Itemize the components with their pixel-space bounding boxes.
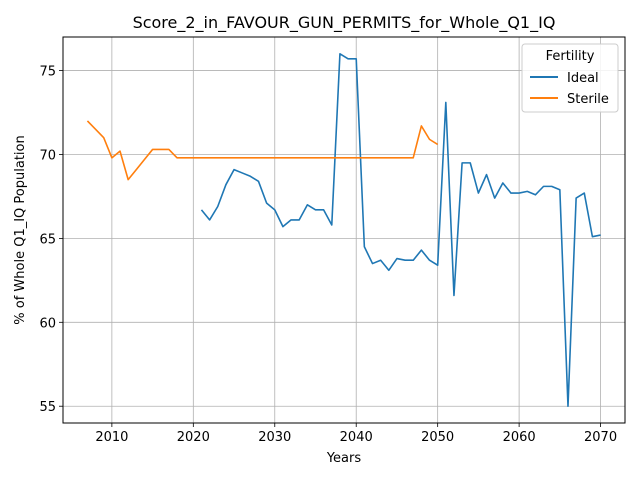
y-tick-label: 55 xyxy=(39,400,56,415)
series-line-sterile xyxy=(86,120,439,181)
legend-label-ideal: Ideal xyxy=(567,71,599,86)
legend: Fertility Ideal Sterile xyxy=(521,43,619,113)
x-tick-label: 2070 xyxy=(584,430,617,445)
y-tick-label: 75 xyxy=(39,65,56,80)
axis-ticks: 2010 2020 2030 2040 2050 2060 2070 55 60 65 70 75 xyxy=(39,65,617,445)
y-axis-label: % of Whole Q1_IQ Population xyxy=(13,135,28,324)
x-tick-label: 2060 xyxy=(503,430,536,445)
series-lines xyxy=(86,52,601,408)
x-tick-label: 2050 xyxy=(421,430,454,445)
series-line-ideal xyxy=(200,52,601,408)
y-tick-label: 70 xyxy=(39,148,56,163)
legend-box xyxy=(521,43,619,113)
legend-title: Fertility xyxy=(546,49,595,64)
grid-lines xyxy=(63,37,625,423)
plot-frame xyxy=(62,36,626,424)
y-tick-label: 60 xyxy=(39,316,56,331)
x-tick-label: 2030 xyxy=(258,430,291,445)
y-tick-label: 65 xyxy=(39,232,56,247)
x-tick-label: 2020 xyxy=(177,430,210,445)
x-axis-label: Years xyxy=(326,451,362,466)
legend-label-sterile: Sterile xyxy=(567,92,609,107)
x-tick-label: 2010 xyxy=(95,430,128,445)
chart-title: Score_2_in_FAVOUR_GUN_PERMITS_for_Whole_… xyxy=(133,13,556,33)
x-tick-label: 2040 xyxy=(340,430,373,445)
